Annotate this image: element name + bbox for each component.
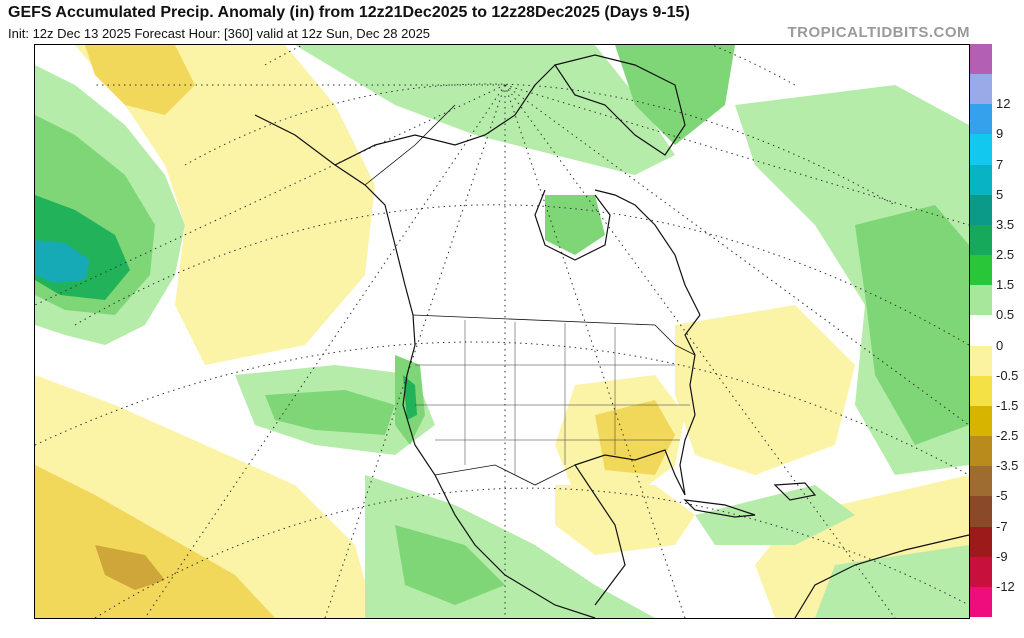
border-alaska-canada: [364, 104, 456, 186]
legend-label: -1.5: [996, 397, 1019, 413]
legend-label: 1.5: [996, 277, 1015, 293]
graticule-lon-7: [504, 84, 969, 226]
legend-label: 2.5: [996, 247, 1015, 263]
north-pacific-dry-core: [85, 45, 195, 115]
south-america-wet: [815, 545, 969, 618]
legend-swatch: [970, 405, 992, 437]
legend-swatch: [970, 74, 992, 105]
legend-label: 7: [996, 156, 1004, 172]
legend-label: -0.5: [996, 367, 1019, 383]
coast-greenland: [554, 54, 686, 156]
legend-swatch: [970, 194, 992, 226]
coast-cuba: [683, 499, 756, 518]
graticule-lon-2: [324, 84, 506, 618]
coast-south-america: [794, 534, 969, 618]
coast-hispaniola: [773, 482, 817, 501]
color-legend: [970, 44, 992, 618]
legend-swatch: [970, 345, 992, 377]
arctic-wet: [295, 45, 675, 175]
border-us-canada: [412, 314, 696, 356]
graticule: [35, 45, 969, 618]
graticule-lon-4: [504, 84, 686, 618]
state-lines: [415, 320, 690, 475]
coast-hudson-bay: [534, 189, 611, 261]
legend-swatch: [970, 164, 992, 196]
legend-label: -9: [996, 548, 1008, 564]
subtropical-pacific-yellow: [35, 465, 275, 618]
precip-anomaly-map: [35, 45, 969, 618]
legend-swatch: [970, 466, 992, 497]
mexico-wet-core: [395, 525, 505, 605]
coast-gulf-of-mexico: [574, 414, 696, 606]
legend-swatch: [970, 526, 992, 558]
legend-label: -2.5: [996, 428, 1019, 444]
legend-label: -7: [996, 518, 1008, 534]
legend-swatch: [970, 104, 992, 135]
legend-swatch: [970, 44, 992, 75]
coast-canada-east: [594, 189, 701, 316]
legend-label: -12: [996, 578, 1015, 594]
anomaly-shading: [35, 45, 969, 618]
legend-swatch: [970, 375, 992, 407]
legend-label: 0.5: [996, 307, 1015, 323]
legend-swatch: [970, 556, 992, 588]
legend-label: -3.5: [996, 458, 1019, 474]
graticule-lon-6: [504, 84, 969, 426]
north-pacific-dry: [75, 45, 375, 365]
caribbean-wet: [695, 485, 855, 545]
legend-swatch: [970, 315, 992, 347]
legend-swatch: [970, 285, 992, 316]
legend-swatch: [970, 586, 992, 618]
legend-label: -5: [996, 488, 1008, 504]
legend-swatch: [970, 496, 992, 528]
legend-swatch: [970, 224, 992, 256]
graticule-lon-8: [35, 84, 506, 306]
coast-alaska-westcoast: [254, 114, 596, 618]
eastern-pacific-wet-core: [265, 390, 395, 435]
legend-label: 0: [996, 337, 1004, 353]
graticule-lat-1: [264, 45, 796, 86]
sierra-wet-core: [403, 375, 417, 420]
gulf-dry: [555, 485, 695, 555]
pacific-teal-core: [35, 240, 90, 283]
legend-swatch: [970, 134, 992, 166]
coastlines: [254, 54, 969, 618]
legend-swatch: [970, 436, 992, 467]
subtropical-pacific-tan: [95, 545, 165, 590]
legend-label: 9: [996, 126, 1004, 142]
legend-label: 12: [996, 96, 1011, 112]
brand-watermark: TROPICALTIDBITS.COM: [787, 24, 970, 41]
graticule-lat-4: [35, 341, 969, 476]
legend-label: 3.5: [996, 216, 1015, 232]
map-title: GEFS Accumulated Precip. Anomaly (in) fr…: [8, 4, 690, 21]
coast-arctic: [334, 64, 556, 166]
hudson-bay-wet: [545, 195, 605, 255]
map-subtitle: Init: 12z Dec 13 2025 Forecast Hour: [36…: [8, 26, 431, 41]
legend-label: 5: [996, 186, 1004, 202]
atlantic-dry: [675, 305, 855, 475]
legend-swatch: [970, 255, 992, 286]
atlantic-wet-core: [855, 205, 969, 445]
map-panel: [34, 44, 970, 619]
graticule-lon-5: [504, 84, 896, 618]
